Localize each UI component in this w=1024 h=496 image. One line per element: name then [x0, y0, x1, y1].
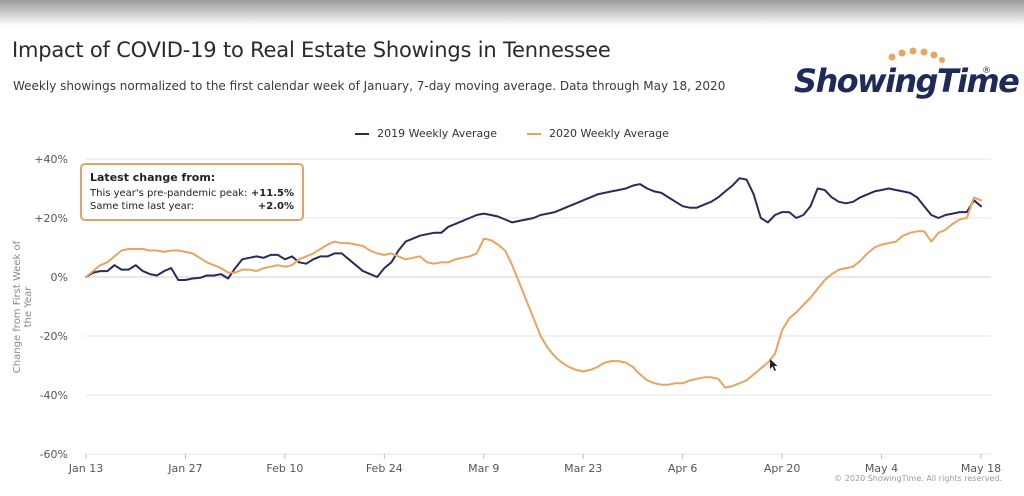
x-tick-label: Apr 6 [668, 462, 698, 475]
logo-arc-icon [888, 47, 945, 63]
logo-registered-mark: ® [982, 66, 991, 76]
y-tick-label: 0% [51, 271, 68, 284]
x-tick-label: Feb 10 [266, 462, 303, 475]
y-tick-label: -20% [40, 330, 68, 343]
chart-subtitle: Weekly showings normalized to the first … [13, 79, 726, 93]
x-tick-label: Mar 9 [468, 462, 499, 475]
annotation-heading: Latest change from: [90, 171, 216, 184]
x-tick-label: May 4 [865, 462, 898, 475]
series-line-2019 [85, 177, 982, 281]
y-tick-label: +20% [34, 212, 68, 225]
legend-item-2019[interactable]: 2019 Weekly Average [355, 127, 497, 140]
annotation-value: +11.5% [250, 188, 294, 199]
showingtime-logo: ShowingTime ® [792, 44, 1020, 104]
x-tick-label: Jan 13 [68, 462, 103, 475]
legend-label-2019: 2019 Weekly Average [377, 127, 497, 140]
series-line-2020 [85, 196, 982, 389]
logo-text: ShowingTime [794, 62, 1020, 100]
annotation-row: Same time last year: +2.0% [90, 200, 294, 213]
annotation-value: +2.0% [257, 201, 294, 212]
latest-change-annotation: Latest change from: This year's pre-pand… [80, 163, 304, 221]
legend-swatch-2020 [527, 132, 541, 135]
annotation-row: This year's pre-pandemic peak: +11.5% [90, 187, 294, 200]
annotation-label: Same time last year: [90, 201, 195, 212]
x-tick-label: May 18 [961, 462, 1001, 475]
x-tick-label: Jan 27 [167, 462, 202, 475]
y-tick-label: -60% [40, 448, 68, 461]
y-tick-label: -40% [40, 389, 68, 402]
annotation-label: This year's pre-pandemic peak: [90, 188, 248, 199]
chart-legend: 2019 Weekly Average 2020 Weekly Average [0, 127, 1024, 140]
top-shade [0, 0, 1024, 26]
legend-item-2020[interactable]: 2020 Weekly Average [527, 127, 669, 140]
y-tick-label: +40% [34, 153, 68, 166]
x-tick-label: Feb 24 [366, 462, 403, 475]
x-tick-label: Mar 23 [564, 462, 602, 475]
x-tick-label: Apr 20 [764, 462, 801, 475]
copyright-footer: © 2020 ShowingTime. All rights reserved. [834, 474, 1002, 483]
mouse-cursor-icon [770, 359, 778, 371]
chart-title: Impact of COVID-19 to Real Estate Showin… [12, 38, 611, 62]
legend-swatch-2019 [355, 132, 370, 135]
legend-label-2020: 2020 Weekly Average [549, 127, 669, 140]
